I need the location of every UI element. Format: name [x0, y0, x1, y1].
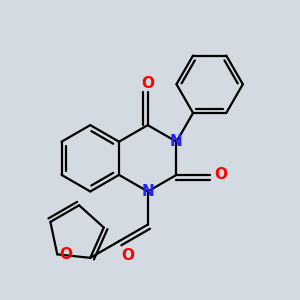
Text: O: O: [121, 248, 134, 263]
Text: N: N: [141, 184, 154, 199]
Text: O: O: [59, 247, 72, 262]
Text: O: O: [214, 167, 227, 182]
Text: O: O: [141, 76, 154, 91]
Text: N: N: [170, 134, 183, 149]
